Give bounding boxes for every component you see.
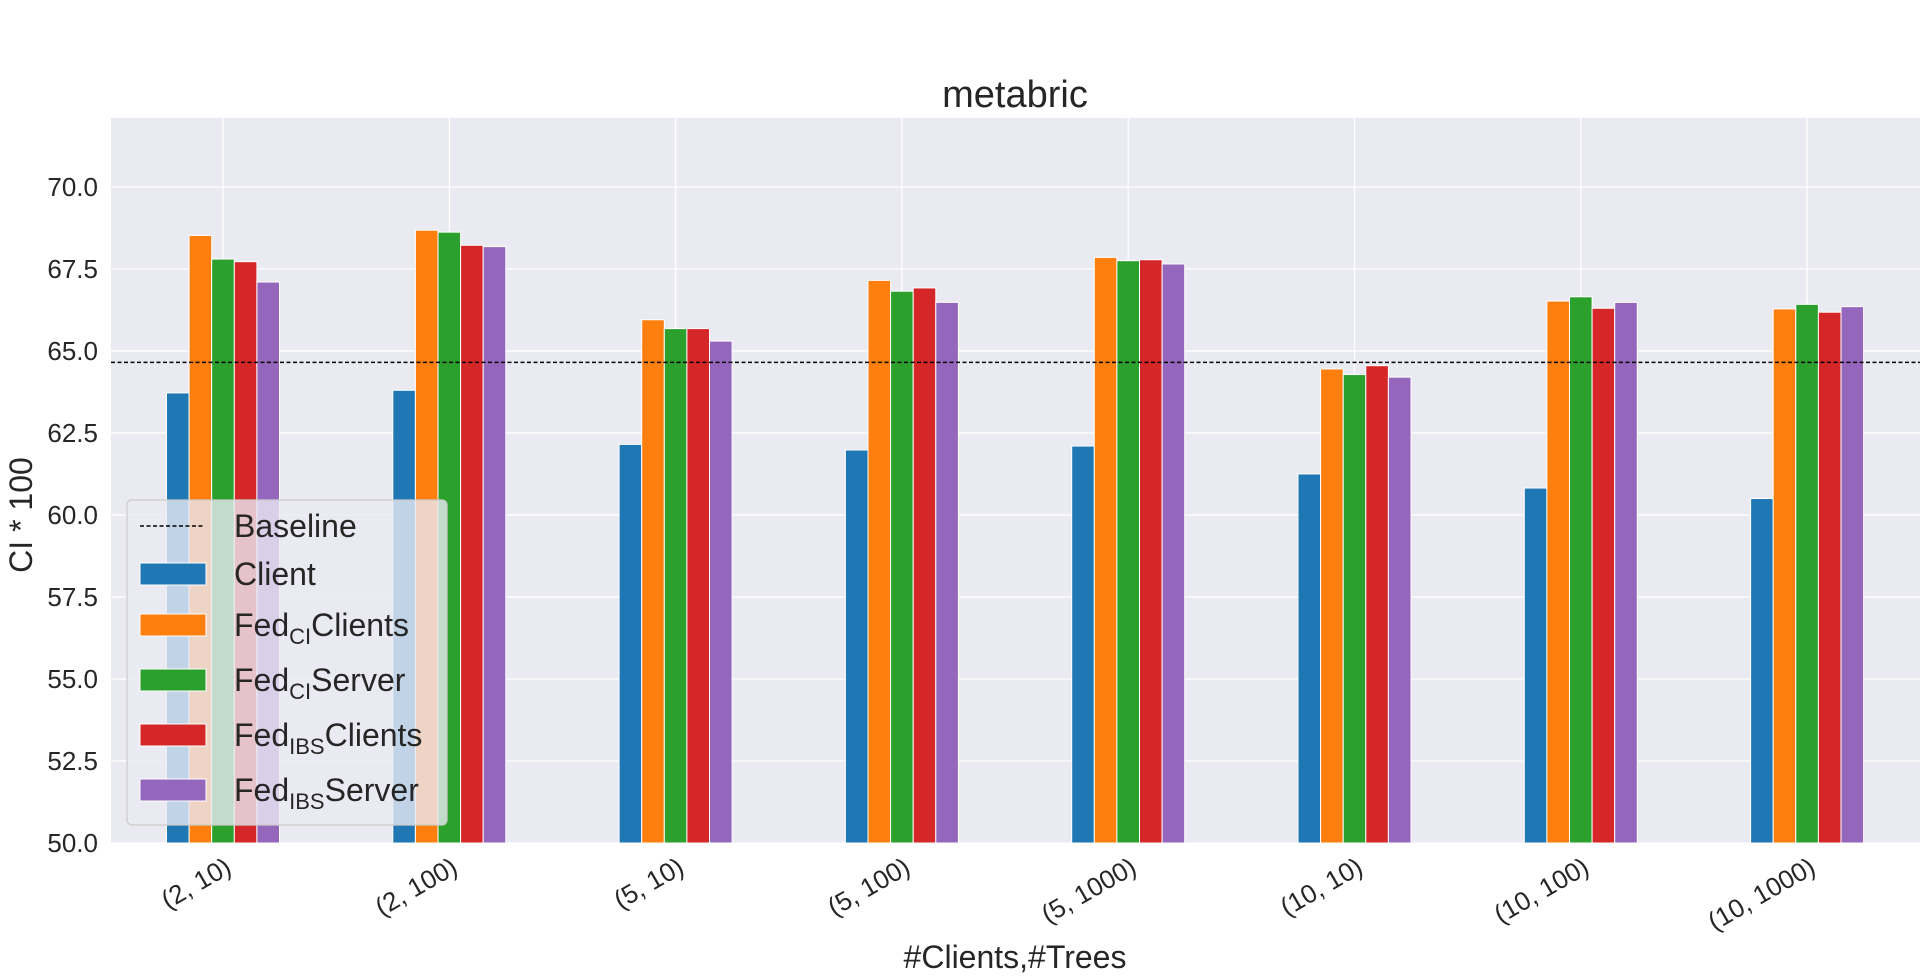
legend-swatch [139,562,207,586]
bar [1365,365,1389,844]
y-tick-label: 70.0 [47,172,98,202]
x-tick-label: (5, 100) [822,851,915,922]
bars [166,229,1865,844]
bar [686,328,711,844]
x-tick-label: (5, 10) [609,851,689,915]
x-tick-label: (10, 10) [1275,851,1368,922]
bar [618,443,643,844]
bar [1546,300,1571,844]
x-tick-label: (5, 1000) [1036,851,1141,929]
legend-label-baseline: Baseline [234,508,357,544]
bar [1614,301,1638,844]
legend-swatch [139,723,207,747]
legend-label: FedCIClients [234,607,409,649]
y-tick-label: 67.5 [47,254,98,284]
bar [663,328,688,844]
x-tick-labels: (2, 10) (2, 100) (5, 10) (5, 100) (5, 1000) (… [156,851,1820,936]
bar [1591,307,1616,844]
y-tick-labels: 50.0 52.5 55.0 57.5 60.0 62.5 65.0 67.5 70.0 [47,172,98,858]
y-tick-label: 55.0 [47,664,98,694]
bar [1569,296,1593,844]
bar [1139,259,1163,844]
x-tick-label: (10, 100) [1489,851,1594,929]
bar [912,287,937,844]
legend-label: Client [234,556,316,592]
legend: Baseline Client FedCIClients FedCIServer Fed… [126,499,448,826]
bar [460,244,484,844]
x-tick-label: (10, 1000) [1702,851,1820,936]
y-tick-label: 57.5 [47,582,98,612]
bar [890,290,914,844]
bar [867,279,892,844]
x-axis-label: #Clients,#Trees [904,939,1127,975]
legend-swatch [139,613,207,637]
legend-label: FedIBSServer [234,772,419,814]
legend-box [126,499,448,826]
bar [1093,256,1118,844]
x-tick-label: (2, 100) [370,851,463,922]
y-tick-label: 60.0 [47,500,98,530]
legend-label: FedCIServer [234,662,406,704]
series-fed-ibs-server [256,246,1865,844]
y-tick-label: 62.5 [47,418,98,448]
bar [641,319,665,844]
y-tick-label: 65.0 [47,336,98,366]
bar [482,246,507,844]
x-tick-label: (2, 10) [156,851,236,915]
y-tick-label: 52.5 [47,746,98,776]
bar [1750,498,1774,844]
y-tick-label: 50.0 [47,828,98,858]
bar [1817,311,1842,844]
bar [1116,260,1141,844]
y-axis-label: CI * 100 [3,457,39,573]
chart-title: metabric [942,74,1088,116]
legend-swatch [139,668,207,692]
bar [1772,308,1797,844]
bar [1840,306,1865,844]
legend-label: FedIBSClients [234,717,422,759]
bar [1342,374,1367,844]
bar [1387,376,1412,844]
bar [709,340,733,844]
bar [1161,263,1186,844]
bar [1795,303,1819,844]
bar [1320,368,1344,844]
bar [1523,487,1548,844]
bar [1297,473,1322,844]
bar [935,301,959,844]
legend-swatch [139,778,207,802]
bar [1071,445,1095,844]
bar [844,449,869,844]
